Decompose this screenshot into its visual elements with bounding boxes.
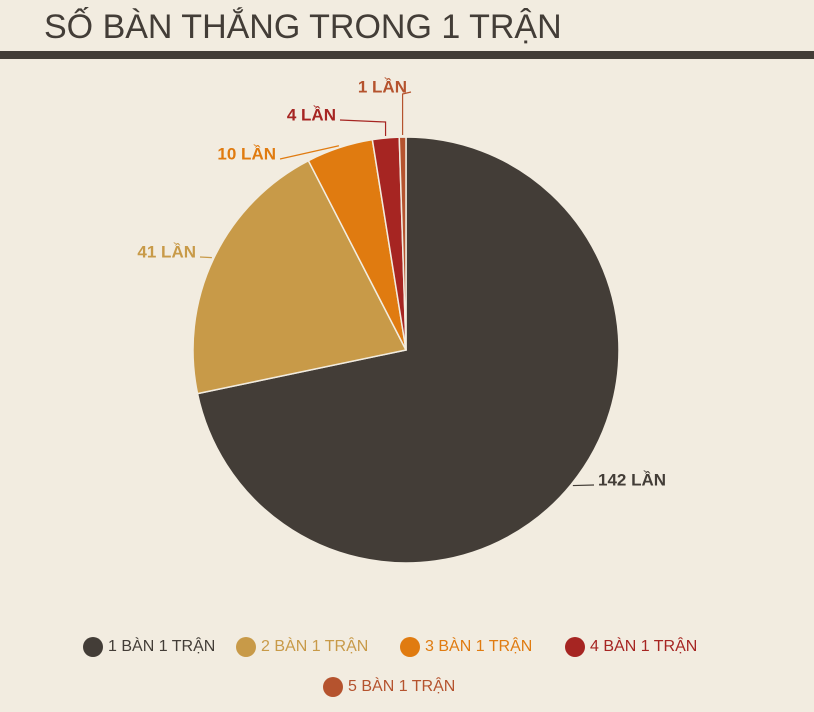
data-label: 10 LẦN <box>217 144 276 163</box>
leader-line <box>572 484 595 487</box>
legend-swatch <box>83 637 103 657</box>
leader-line <box>279 145 340 160</box>
legend-label: 1 BÀN 1 TRẬN <box>108 636 215 655</box>
title-rule <box>0 51 814 59</box>
legend-label: 3 BÀN 1 TRẬN <box>425 636 532 655</box>
pie-slice <box>398 136 407 351</box>
legend-label: 5 BÀN 1 TRẬN <box>348 676 455 695</box>
legend-swatch <box>323 677 343 697</box>
pie-slice <box>192 159 408 395</box>
legend-label: 2 BÀN 1 TRẬN <box>261 636 368 655</box>
data-label: 4 LẦN <box>287 105 336 124</box>
chart-title: SỐ BÀN THẮNG TRONG 1 TRẬN <box>44 7 562 46</box>
leader-line <box>199 256 212 259</box>
legend-swatch <box>400 637 420 657</box>
data-label: 41 LẦN <box>137 242 196 261</box>
legend-label: 4 BÀN 1 TRẬN <box>590 636 697 655</box>
data-label: 142 LẦN <box>598 470 666 489</box>
legend-swatch <box>236 637 256 657</box>
legend-swatch <box>565 637 585 657</box>
pie-slice <box>196 136 620 564</box>
leader-line <box>401 91 412 136</box>
data-label: 1 LẦN <box>358 77 407 96</box>
leader-line <box>339 119 387 136</box>
